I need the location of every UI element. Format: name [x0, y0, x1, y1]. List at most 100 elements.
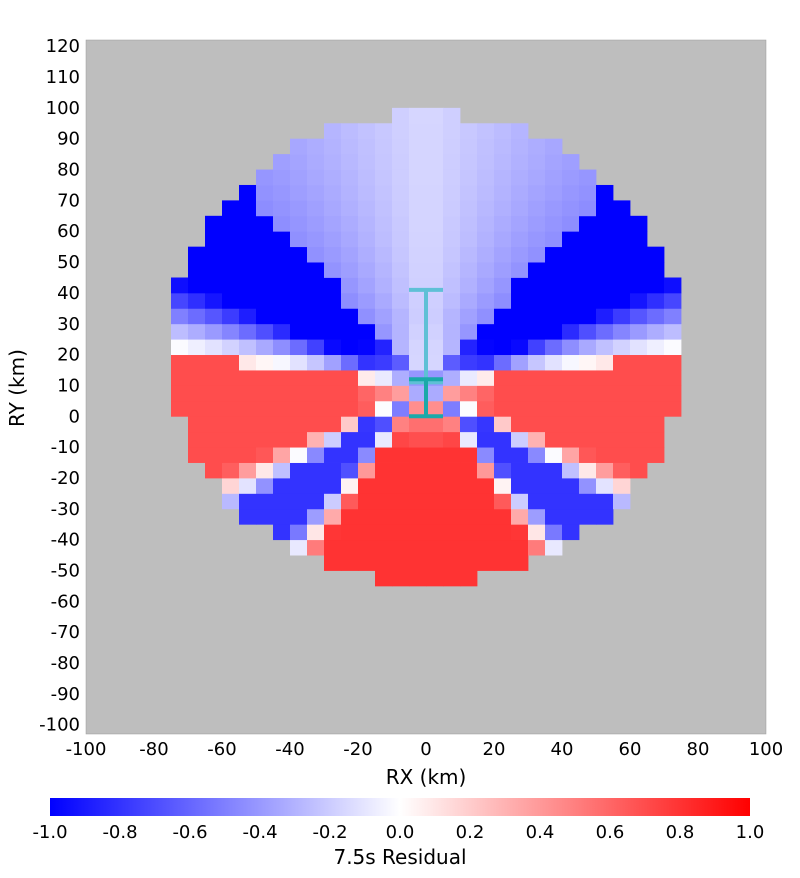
heatmap-cell [239, 354, 257, 371]
heatmap-cell [409, 447, 427, 463]
heatmap-cell [443, 184, 461, 201]
heatmap-cell [409, 262, 427, 278]
heatmap-cell [579, 292, 597, 309]
heatmap-cell [222, 262, 240, 278]
heatmap-cell [511, 123, 529, 140]
heatmap-cell [375, 184, 393, 201]
heatmap-cell [528, 400, 546, 417]
heatmap-cell [528, 462, 546, 479]
heatmap-cell [613, 277, 631, 294]
heatmap-cell [664, 385, 682, 402]
heatmap-cell [358, 354, 376, 371]
heatmap-cell [375, 200, 393, 217]
colorbar-tick-label: 0.6 [596, 822, 625, 843]
heatmap-cell [494, 370, 512, 386]
heatmap-cell [222, 215, 240, 232]
heatmap-cell [205, 400, 223, 417]
heatmap-cell [443, 477, 461, 494]
heatmap-cell [545, 508, 563, 525]
heatmap-cell [392, 200, 410, 217]
heatmap-cell [188, 400, 206, 417]
heatmap-cell [392, 215, 410, 232]
heatmap-cell [290, 493, 308, 510]
heatmap-cell [409, 524, 427, 541]
heatmap-cell [562, 477, 580, 494]
heatmap-cell [307, 262, 325, 278]
heatmap-cell [460, 215, 478, 232]
heatmap-cell [188, 447, 206, 463]
heatmap-cell [511, 154, 529, 170]
heatmap-cell [630, 292, 648, 309]
heatmap-cell [443, 400, 461, 417]
heatmap-cell [477, 539, 495, 556]
y-tick-label: 60 [57, 221, 80, 242]
heatmap-cell [290, 416, 308, 433]
heatmap-cell [477, 277, 495, 294]
heatmap-cell [545, 539, 563, 556]
heatmap-cell [171, 400, 189, 417]
heatmap-cell [545, 447, 563, 463]
heatmap-cell [443, 447, 461, 463]
heatmap-cell [426, 508, 444, 525]
heatmap-cell [171, 370, 189, 386]
heatmap-cell [324, 524, 342, 541]
heatmap-cell [630, 385, 648, 402]
heatmap-cell [307, 385, 325, 402]
heatmap-cell [460, 231, 478, 248]
fault-trace [409, 287, 443, 419]
heatmap-cell [341, 308, 359, 325]
heatmap-cell [409, 308, 427, 325]
heatmap-cell [375, 138, 393, 155]
heatmap-cell [596, 231, 614, 248]
heatmap-cell [596, 215, 614, 232]
heatmap-cell [630, 462, 648, 479]
heatmap-cell [205, 339, 223, 356]
heatmap-cell [256, 292, 274, 309]
heatmap-cell [358, 231, 376, 248]
heatmap-cell [239, 431, 257, 448]
heatmap-cell [426, 292, 444, 309]
heatmap-cell [358, 385, 376, 402]
heatmap-cell [443, 200, 461, 217]
heatmap-cell [409, 493, 427, 510]
heatmap-cell [409, 570, 427, 587]
heatmap-cell [630, 354, 648, 371]
heatmap-cell [239, 231, 257, 248]
y-tick-label: -100 [39, 715, 80, 736]
heatmap-cell [188, 339, 206, 356]
heatmap-cell [460, 524, 478, 541]
heatmap-cell [426, 246, 444, 263]
heatmap-cell [222, 431, 240, 448]
heatmap-cell [341, 416, 359, 433]
y-tick-label: 110 [46, 67, 80, 88]
heatmap-cell [239, 370, 257, 386]
y-tick-label: 30 [57, 314, 80, 335]
heatmap-cell [579, 477, 597, 494]
heatmap-cell [460, 431, 478, 448]
heatmap-cell [443, 123, 461, 140]
y-tick-label: -80 [51, 653, 80, 674]
heatmap-cell [324, 169, 342, 186]
heatmap-cell [494, 215, 512, 232]
heatmap-cell [460, 308, 478, 325]
heatmap-cell [358, 400, 376, 417]
heatmap-cell [358, 508, 376, 525]
heatmap-cell [562, 323, 580, 340]
heatmap-cell [205, 292, 223, 309]
heatmap-cell [443, 493, 461, 510]
heatmap-cell [358, 169, 376, 186]
heatmap-cell [477, 462, 495, 479]
heatmap-cell [341, 277, 359, 294]
heatmap-cell [460, 385, 478, 402]
heatmap-cell [494, 308, 512, 325]
heatmap-cell [596, 385, 614, 402]
heatmap-cell [341, 431, 359, 448]
heatmap-cell [613, 416, 631, 433]
x-tick-label: 40 [551, 739, 574, 760]
heatmap-cell [290, 215, 308, 232]
heatmap-cell [579, 416, 597, 433]
heatmap-cell [222, 462, 240, 479]
heatmap-cell [494, 477, 512, 494]
heatmap-cell [290, 354, 308, 371]
heatmap-cell [205, 431, 223, 448]
